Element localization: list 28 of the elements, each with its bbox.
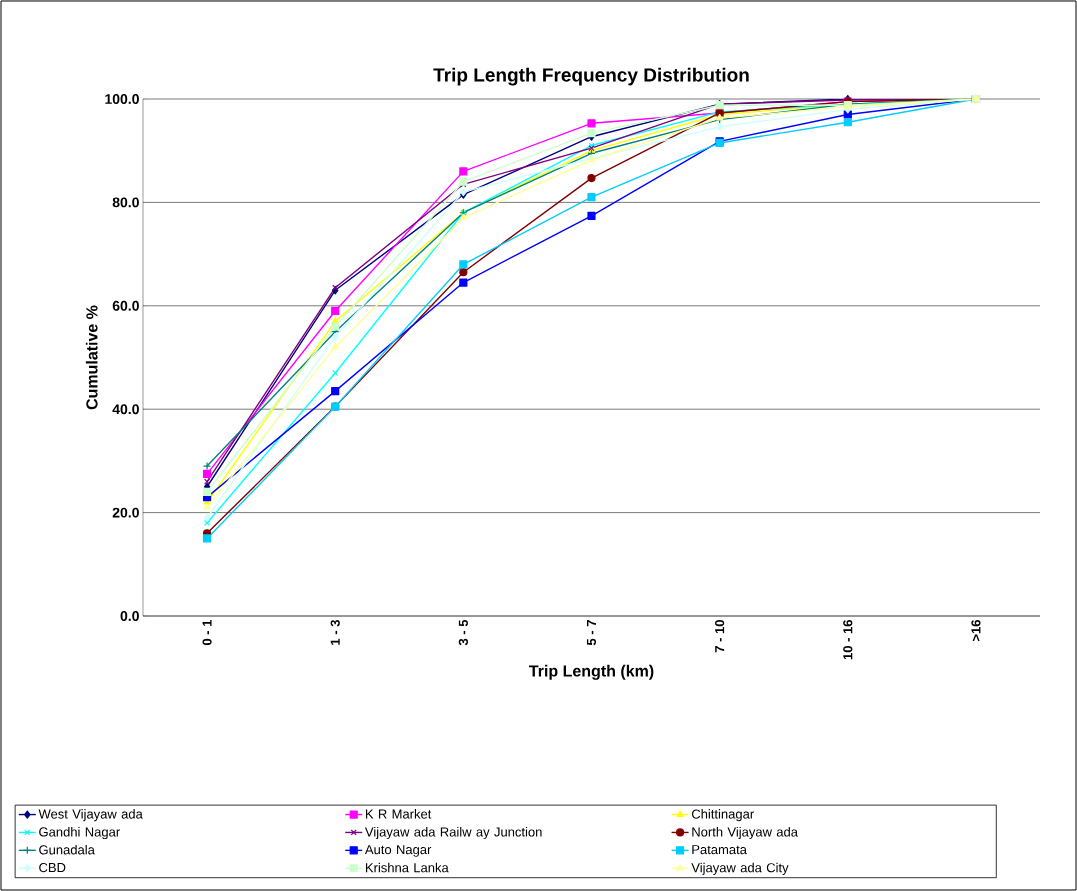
- y-tick-label: 40.0: [112, 404, 139, 415]
- x-tick-label: >16: [971, 619, 981, 642]
- legend-label: Vijayaw ada City: [691, 862, 789, 875]
- legend-label: North Vijayaw ada: [692, 826, 798, 840]
- y-tick-label: 20.0: [112, 507, 139, 518]
- legend-label: West Vijayaw ada: [38, 809, 143, 822]
- y-tick-label: 60.0: [112, 300, 139, 311]
- legend-label: Vijayaw ada Railw ay Junction: [364, 826, 542, 840]
- x-tick-label: 1 - 3: [330, 619, 340, 645]
- legend-label: Patamata: [692, 845, 747, 855]
- x-tick-label: 5 - 7: [586, 620, 597, 646]
- y-tick-label: 100.0: [105, 94, 139, 104]
- y-axis-title: Cumulative %: [85, 305, 98, 410]
- y-tick-label: 80.0: [112, 197, 139, 208]
- legend-label: Gandhi Nagar: [39, 826, 120, 840]
- y-tick-label: 0.0: [120, 611, 139, 621]
- legend-label: Krishna Lanka: [365, 862, 449, 873]
- x-tick-label: 3 - 5: [458, 619, 468, 646]
- legend-label: Chittinagar: [691, 809, 754, 822]
- legend-label: CBD: [39, 862, 66, 873]
- x-tick-label: 7 - 10: [715, 620, 725, 653]
- x-axis-title: Trip Length (km): [529, 664, 654, 680]
- legend-label: Gunadala: [39, 844, 95, 855]
- x-tick-label: 10 - 16: [843, 620, 853, 660]
- legend-label: Auto Nagar: [364, 845, 432, 857]
- x-tick-label: 0 - 1: [202, 619, 212, 646]
- chart-title: Trip Length Frequency Distribution: [433, 67, 749, 86]
- legend-label: K R Market: [365, 809, 432, 819]
